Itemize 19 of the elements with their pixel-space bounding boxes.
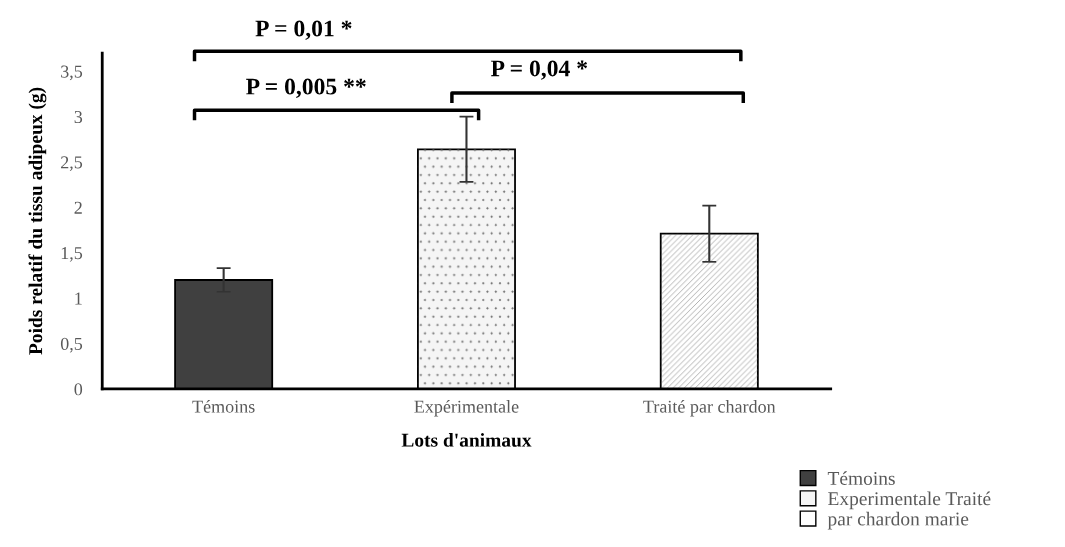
x-axis-title: Lots d'animaux [401, 433, 532, 447]
legend-label: par chardon marie [827, 511, 969, 530]
x-tick-label: Traité par chardon [643, 400, 776, 417]
annotation: P = 0,04 * [491, 60, 588, 80]
y-tick-label: 1 [75, 292, 82, 305]
y-tick-label: 2,5 [61, 156, 83, 172]
x-tick-label: Expérimentale [414, 400, 519, 417]
x-tick-label: Témoins [192, 400, 255, 413]
y-tick-label: 0,5 [60, 337, 83, 353]
text: P = 0,01 * [255, 20, 352, 40]
y-tick-label: 2 [74, 201, 82, 214]
y-tick-label: 0 [74, 383, 83, 396]
y-axis-title: Poids relatif du tissu adipeux (g) [28, 87, 47, 355]
annotation: P = 0,005 ** [246, 78, 366, 98]
legend-label: Experimentale Traité [828, 491, 991, 510]
y-tick-label: 3,5 [61, 65, 83, 81]
legend-label: Témoins [827, 471, 895, 485]
y-tick-label: 1,5 [61, 247, 83, 262]
y-tick-label: 3 [74, 110, 83, 124]
